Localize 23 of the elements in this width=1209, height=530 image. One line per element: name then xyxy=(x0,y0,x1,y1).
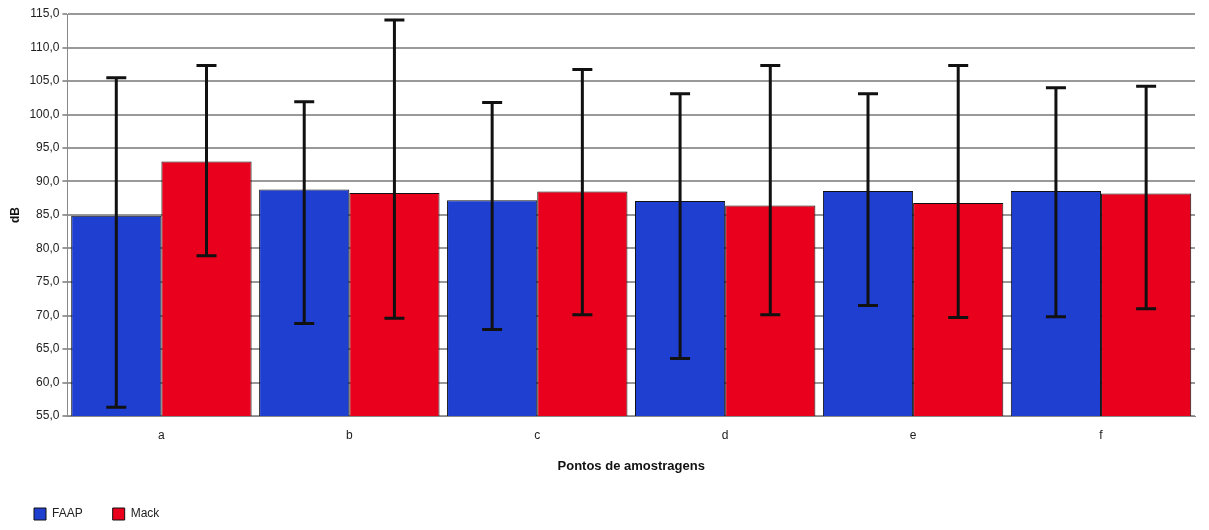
y-tick-label: 105,0 xyxy=(29,73,60,88)
y-tick-label: 75,0 xyxy=(36,274,60,289)
y-tick-label: 110,0 xyxy=(30,39,60,54)
y-tick-label: 60,0 xyxy=(36,374,60,389)
x-tick-label: e xyxy=(909,427,917,442)
x-tick-label: a xyxy=(158,427,166,442)
y-tick-label: 95,0 xyxy=(36,140,60,155)
x-tick-label: d xyxy=(721,427,729,442)
x-tick-label: b xyxy=(345,427,353,442)
y-tick-label: 70,0 xyxy=(36,307,60,322)
y-tick-label: 90,0 xyxy=(36,173,60,188)
y-tick-label: 65,0 xyxy=(36,341,60,356)
x-axis-title: Pontos de amostragens xyxy=(557,457,705,473)
x-tick-label: c xyxy=(534,427,541,442)
legend-label: Mack xyxy=(130,506,161,521)
y-tick-label: 115,0 xyxy=(30,6,60,21)
legend-label: FAAP xyxy=(52,506,83,521)
y-tick-label: 55,0 xyxy=(36,408,60,423)
y-tick-label: 85,0 xyxy=(36,207,60,222)
y-tick-label: 80,0 xyxy=(36,240,60,255)
y-tick-label: 100,0 xyxy=(29,106,60,121)
x-tick-label: f xyxy=(1099,427,1104,442)
y-axis-title: dB xyxy=(7,206,22,223)
